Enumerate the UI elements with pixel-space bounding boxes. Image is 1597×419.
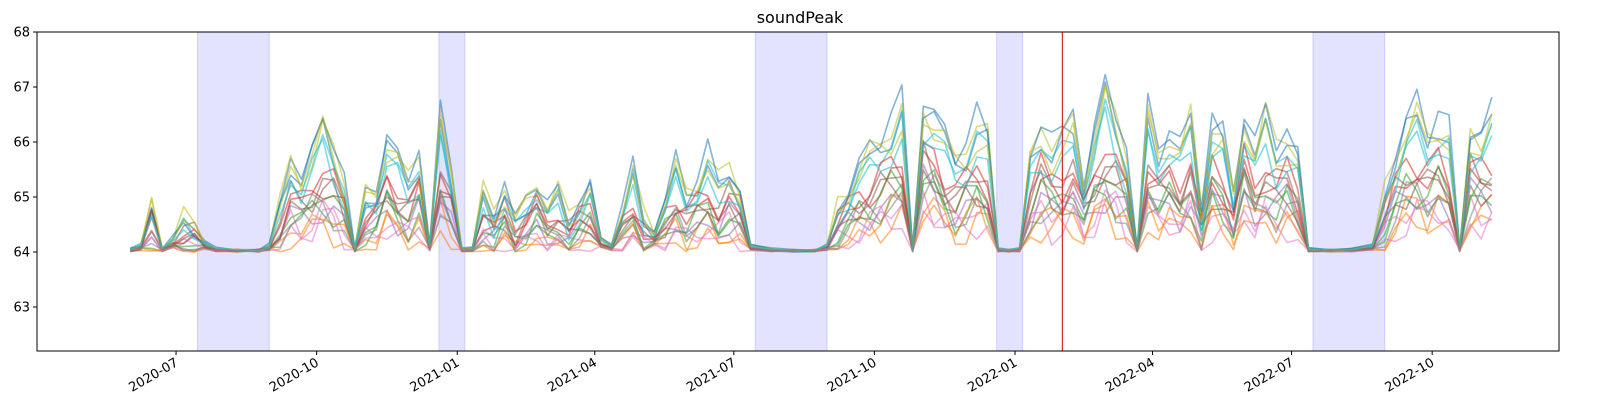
- x-tick-label: 2022-04: [1103, 355, 1158, 395]
- y-tick-label: 63: [13, 301, 30, 316]
- y-axis: 63 64 65 66 67 68: [13, 26, 37, 316]
- y-tick-label: 67: [13, 81, 30, 96]
- series-line-18: [130, 173, 1493, 253]
- x-tick-label: 2022-10: [1383, 355, 1438, 395]
- y-tick-label: 65: [13, 191, 30, 206]
- x-tick-label: 2021-04: [545, 355, 600, 395]
- series-lines: [129, 73, 1493, 253]
- chart-title: soundPeak: [757, 8, 844, 27]
- shaded-period-3: [754, 32, 828, 351]
- x-tick-label: 2022-01: [965, 355, 1020, 395]
- x-tick-label: 2020-07: [127, 355, 182, 395]
- x-tick-label: 2020-10: [267, 355, 322, 395]
- shaded-period-1: [196, 32, 270, 351]
- y-tick-label: 66: [13, 136, 30, 151]
- shaded-period-4: [996, 32, 1024, 351]
- x-tick-label: 2021-01: [408, 355, 463, 395]
- plot-frame: [36, 31, 1560, 352]
- x-tick-label: 2021-07: [684, 355, 739, 395]
- y-tick-label: 64: [13, 246, 30, 261]
- x-tick-label: 2021-10: [825, 355, 880, 395]
- x-tick-label: 2022-07: [1242, 355, 1297, 395]
- series-line-17: [129, 106, 1493, 252]
- shaded-period-5: [1312, 32, 1386, 351]
- y-tick-label: 68: [13, 26, 30, 41]
- x-axis: 2020-07 2020-10 2021-01 2021-04 2021-07 2021-…: [127, 351, 1438, 396]
